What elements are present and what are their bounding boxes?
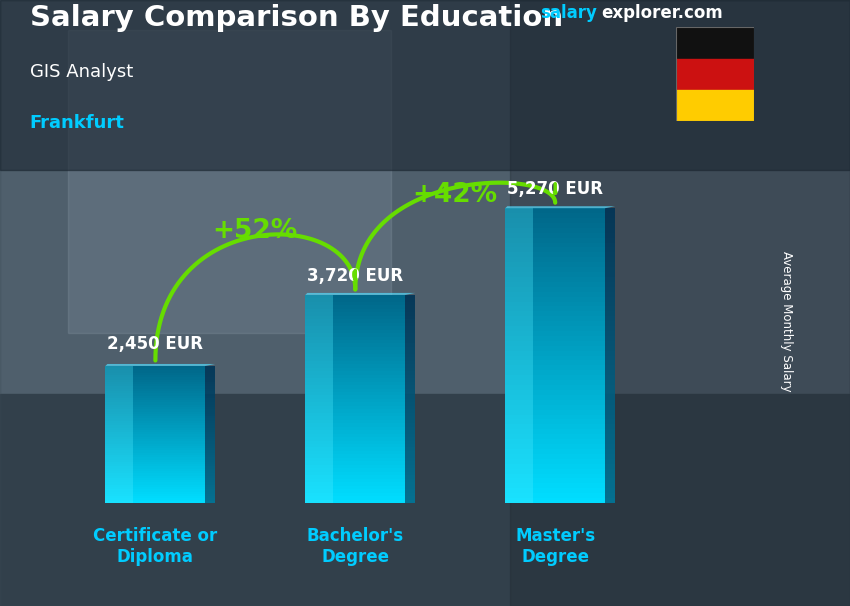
Text: 3,720 EUR: 3,720 EUR: [307, 267, 404, 285]
Text: explorer.com: explorer.com: [601, 4, 722, 22]
Polygon shape: [505, 206, 615, 208]
Bar: [676, 90, 754, 121]
Bar: [676, 27, 754, 59]
Text: Salary Comparison By Education: Salary Comparison By Education: [30, 4, 563, 32]
Text: 5,270 EUR: 5,270 EUR: [507, 180, 604, 198]
Text: 2,450 EUR: 2,450 EUR: [107, 335, 203, 353]
Bar: [676, 59, 754, 90]
Text: +42%: +42%: [413, 182, 498, 208]
Text: Average Monthly Salary: Average Monthly Salary: [779, 251, 793, 391]
Bar: [0, 394, 850, 606]
Text: Certificate or
Diploma: Certificate or Diploma: [94, 527, 218, 566]
Bar: [0, 0, 850, 170]
Text: +52%: +52%: [212, 218, 298, 244]
Text: Bachelor's
Degree: Bachelor's Degree: [307, 527, 404, 566]
Text: salary: salary: [540, 4, 597, 22]
Text: Frankfurt: Frankfurt: [30, 115, 125, 132]
Text: Master's
Degree: Master's Degree: [515, 527, 595, 566]
Bar: [510, 0, 850, 606]
Bar: [68, 30, 391, 333]
Text: GIS Analyst: GIS Analyst: [30, 63, 133, 81]
Polygon shape: [105, 364, 215, 366]
Polygon shape: [305, 293, 416, 295]
Bar: [0, 0, 850, 394]
